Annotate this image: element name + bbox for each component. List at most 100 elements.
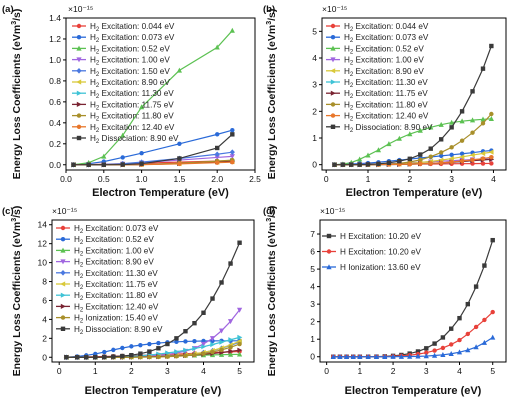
data-point	[156, 354, 161, 360]
y-tick-label: 6	[310, 247, 315, 257]
y-tick-label: 4	[42, 314, 47, 324]
legend-entry: H2 Dissociation: 8.90 eV	[74, 325, 163, 336]
data-point	[229, 149, 235, 155]
y-tick-label: 3	[312, 80, 317, 90]
y-multiplier: ×10⁻¹⁵	[320, 206, 345, 216]
data-point	[448, 342, 454, 347]
data-point	[237, 240, 242, 245]
data-point	[174, 336, 179, 341]
data-point	[365, 353, 371, 359]
legend-entry: H2 Dissociation: 8.90 eV	[344, 123, 433, 134]
plot-frame	[65, 17, 256, 171]
data-point	[215, 160, 220, 165]
y-tick-label: 5	[312, 26, 317, 36]
legend-swatch-marker	[76, 90, 82, 96]
x-tick-label: 5	[490, 366, 495, 376]
data-point	[227, 319, 234, 325]
data-point	[438, 121, 444, 127]
y-multiplier: ×10⁻¹⁵	[52, 206, 77, 216]
legend-swatch-marker	[60, 326, 66, 331]
x-axis-label: Electron Temperature (eV)	[92, 187, 229, 199]
data-point	[192, 352, 197, 358]
data-point	[449, 145, 454, 150]
data-point	[423, 353, 429, 359]
data-point	[139, 161, 144, 166]
data-point	[237, 347, 243, 353]
data-point	[215, 145, 220, 151]
legend-entry: H2 Excitation: 11.75 eV	[344, 89, 428, 100]
panel-d: 0 1 2 3 4 5 0 1 2 3 4 5 6 7 (d) ×10⁻¹⁵ Electron Temperat…	[263, 206, 507, 397]
data-point	[165, 350, 171, 356]
data-point	[230, 159, 235, 165]
data-point	[438, 137, 444, 142]
legend-swatch-marker	[76, 57, 82, 63]
data-point	[357, 353, 363, 359]
data-point	[138, 354, 143, 360]
data-point	[219, 280, 224, 285]
y-tick-label: 0.0	[49, 160, 61, 170]
data-point	[449, 152, 454, 157]
legend-swatch-marker	[60, 281, 66, 287]
legend-swatch-marker	[330, 79, 336, 85]
legend-entry: H2 Excitation: 11.30 eV	[344, 78, 428, 89]
plot-frame	[319, 219, 507, 363]
data-point	[156, 340, 161, 346]
data-point	[228, 337, 234, 343]
x-tick-label: 4	[201, 366, 206, 376]
data-point	[489, 161, 494, 166]
data-point	[237, 334, 243, 340]
data-point	[418, 152, 423, 157]
x-tick-label: 0	[57, 366, 62, 376]
data-point	[201, 344, 207, 350]
legend-swatch-marker	[330, 113, 336, 118]
data-point	[428, 146, 433, 151]
data-point	[120, 162, 125, 167]
y-axis-label: Energy Loss Coefficients (eVm3/s)	[11, 206, 23, 377]
data-point	[229, 154, 235, 160]
data-point	[330, 353, 336, 359]
data-point	[174, 349, 180, 355]
data-point	[337, 353, 343, 359]
data-point	[440, 335, 446, 340]
x-tick-label: 1	[93, 366, 98, 376]
legend-swatch-marker	[76, 23, 82, 29]
data-point	[459, 158, 465, 164]
plot-frame	[321, 17, 507, 171]
legend-entry: H2 Excitation: 11.75 eV	[74, 280, 158, 291]
series-line	[73, 133, 233, 166]
legend-entry: H2 Excitation: 11.30 eV	[90, 89, 174, 100]
legend-swatch-marker	[330, 90, 336, 96]
legend-entry: H2 Excitation: 0.52 eV	[74, 235, 154, 246]
data-point	[228, 345, 233, 350]
data-point	[174, 354, 179, 359]
legend-entry: H2 Excitation: 0.073 eV	[74, 224, 159, 235]
y-axis-label: Energy Loss Coefficients (eVm3/s)	[266, 206, 278, 377]
y-axis-label: Energy Loss Coefficients (eVm3/s)	[266, 9, 278, 180]
data-point	[357, 162, 362, 167]
x-axis-label: Electron Temperature (eV)	[346, 187, 483, 199]
y-tick-label: 10	[38, 258, 48, 268]
data-point	[332, 162, 337, 167]
data-point	[459, 154, 465, 160]
data-point	[456, 349, 463, 355]
legend-entry: H2 Excitation: 0.073 eV	[344, 33, 429, 44]
y-tick-label: 0.2	[49, 139, 61, 149]
panel-label: (b)	[263, 4, 275, 15]
legend-entry: H Ionization: 13.60 eV	[340, 263, 421, 272]
x-tick-label: 1	[357, 366, 362, 376]
data-point	[465, 331, 471, 337]
legend-entry: H Excitation: 10.20 eV	[340, 232, 422, 241]
data-point	[465, 347, 471, 353]
panel-label: (c)	[2, 206, 14, 217]
data-point	[480, 116, 486, 122]
data-point	[482, 263, 487, 268]
data-point	[481, 339, 488, 345]
y-tick-label: 0.4	[49, 118, 61, 128]
legend-swatch-marker	[330, 23, 336, 29]
data-point	[201, 351, 206, 356]
x-tick-label: 5	[237, 366, 242, 376]
data-point	[228, 261, 233, 266]
data-point	[176, 67, 182, 73]
data-point	[490, 334, 496, 340]
